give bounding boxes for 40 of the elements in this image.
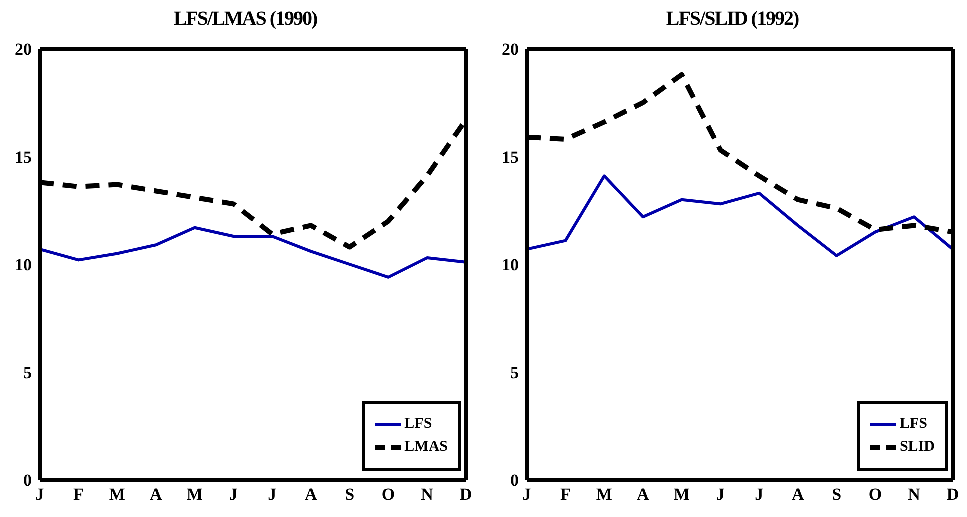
x-tick-label: A <box>637 485 650 504</box>
x-tick-label: D <box>460 485 472 504</box>
y-tick-label: 15 <box>502 148 519 167</box>
x-tick-label: S <box>832 485 842 504</box>
x-tick-label: A <box>150 485 164 504</box>
legend-label: LFS <box>900 416 928 433</box>
x-tick-label: O <box>382 485 396 504</box>
y-tick-label: 20 <box>502 40 519 60</box>
y-tick-label: 10 <box>15 256 32 275</box>
y-tick-label: 0 <box>24 471 32 490</box>
y-tick-label: 20 <box>15 40 32 60</box>
legend-label: SLID <box>900 439 935 456</box>
y-tick-label: 15 <box>15 148 32 167</box>
x-tick-label: S <box>345 485 355 504</box>
x-tick-label: J <box>716 485 726 504</box>
x-tick-label: N <box>908 485 922 504</box>
x-tick-label: N <box>421 485 434 504</box>
y-tick-label: 5 <box>24 363 32 382</box>
x-tick-label: F <box>74 485 84 504</box>
x-tick-label: J <box>268 485 278 504</box>
x-tick-label: M <box>186 485 203 504</box>
x-tick-label: J <box>522 485 532 504</box>
x-tick-label: A <box>304 485 318 504</box>
x-tick-label: J <box>36 485 45 504</box>
x-tick-label: O <box>868 485 882 504</box>
x-tick-label: D <box>946 485 960 504</box>
chart-title: LFS/LMAS (1990) <box>172 8 318 32</box>
chart-title: LFS/SLID (1992) <box>665 8 800 32</box>
x-tick-label: J <box>229 485 238 504</box>
x-tick-label: F <box>560 485 571 504</box>
x-tick-label: J <box>755 485 764 504</box>
legend-label: LFS <box>404 416 432 433</box>
x-tick-label: M <box>674 485 690 504</box>
y-tick-label: 10 <box>502 256 519 275</box>
y-tick-label: 0 <box>510 471 519 490</box>
x-tick-label: M <box>596 485 612 504</box>
legend-label: LMAS <box>404 439 448 456</box>
x-tick-label: M <box>109 485 126 504</box>
y-tick-label: 5 <box>510 363 519 382</box>
x-tick-label: A <box>792 485 805 504</box>
